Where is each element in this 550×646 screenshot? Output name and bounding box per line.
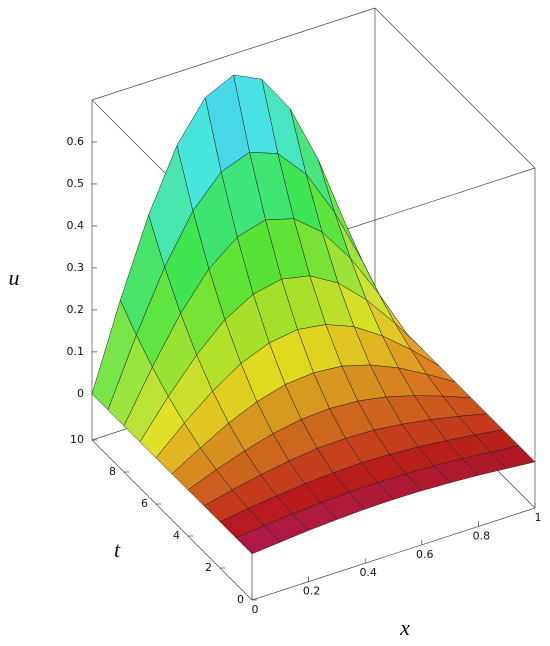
t-tick-label: 2 <box>205 561 212 574</box>
t-tick-label: 0 <box>237 593 244 606</box>
t-tick-label: 4 <box>173 529 180 542</box>
x-tick-label: 0.2 <box>303 585 321 598</box>
box-edge <box>91 7 376 101</box>
x-tick-label: 0.4 <box>359 566 377 579</box>
box-edge <box>374 7 536 169</box>
z-tick-label: 0 <box>77 387 84 400</box>
x-tick-label: 0.6 <box>416 548 434 561</box>
box-edge <box>91 439 253 601</box>
z-tick-label: 0.2 <box>67 303 85 316</box>
z-tick-label: 0.3 <box>67 261 85 274</box>
z-tick-label: 0.5 <box>67 177 85 190</box>
x-axis-title: x <box>399 615 410 640</box>
x-tick-label: 1 <box>535 511 542 524</box>
surface-face <box>235 525 281 555</box>
z-tick-label: 0.1 <box>67 345 85 358</box>
box-edge <box>251 507 536 601</box>
t-tick-label: 6 <box>141 497 148 510</box>
z-tick-label: 0.6 <box>67 135 85 148</box>
z-axis-title: u <box>9 265 20 290</box>
t-tick-label: 10 <box>70 433 84 446</box>
t-axis-title: t <box>114 537 121 562</box>
x-tick-label: 0 <box>252 603 259 616</box>
t-tick-label: 8 <box>109 465 116 478</box>
x-tick-label: 0.8 <box>473 529 491 542</box>
z-tick-label: 0.4 <box>67 219 85 232</box>
